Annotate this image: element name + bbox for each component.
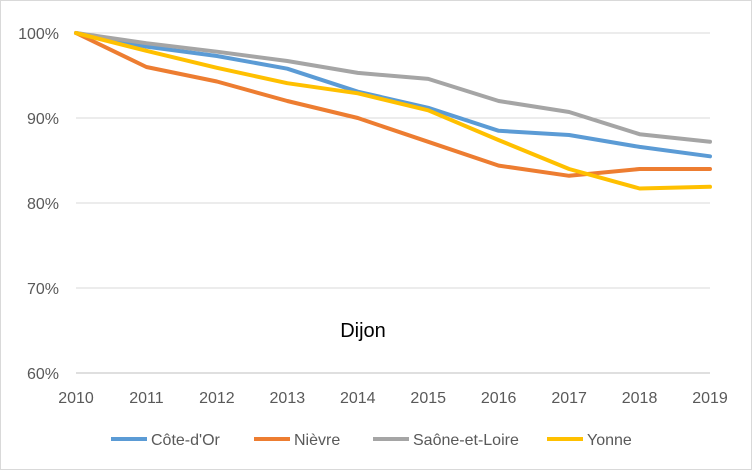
gridlines [76,32,710,289]
x-tick-label: 2012 [199,390,235,407]
series-line-saone-et-loire [74,31,712,144]
x-tick-label: 2014 [340,390,376,407]
series-line-cote-d-or [74,31,712,159]
series-line-yonne [74,31,712,191]
x-tick-label: 2013 [270,390,306,407]
y-axis-tick-labels: 60% 70% 80% 90% 100% [18,26,59,383]
x-tick-label: 2010 [58,390,94,407]
y-tick-label: 80% [27,196,59,213]
x-tick-label: 2011 [129,390,164,407]
x-tick-label: 2016 [481,390,517,407]
legend-label: Yonne [587,432,632,449]
legend-label: Saône-et-Loire [413,432,519,449]
x-tick-label: 2017 [551,390,587,407]
series-lines [74,31,712,191]
y-tick-label: 90% [27,111,59,128]
x-tick-label: 2018 [622,390,658,407]
legend-label: Côte-d'Or [151,432,221,449]
series-line-nievre [74,31,712,178]
y-tick-label: 70% [27,281,59,298]
legend: Côte-d'Or Nièvre Saône-et-Loire Yonne [111,432,632,449]
y-tick-label: 60% [27,366,59,383]
legend-label: Nièvre [294,432,340,449]
y-tick-label: 100% [18,26,59,43]
x-tick-label: 2019 [692,390,728,407]
x-axis-tick-labels: 2010 2011 2012 2013 2014 2015 2016 2017 2018 2019 [58,390,728,407]
x-tick-label: 2015 [410,390,446,407]
chart-annotation: Dijon [340,320,386,342]
